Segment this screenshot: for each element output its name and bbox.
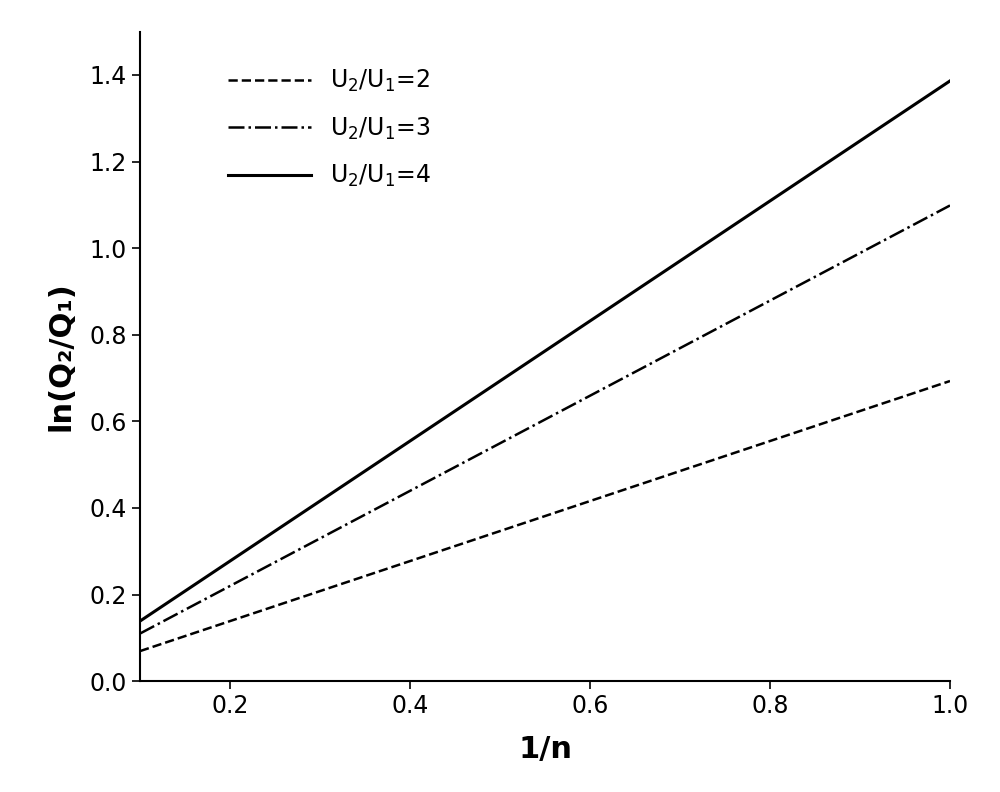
- U$_2$/U$_1$=2: [925, 383, 937, 392]
- Y-axis label: ln(Q₂/Q₁): ln(Q₂/Q₁): [46, 281, 75, 432]
- U$_2$/U$_1$=4: [572, 324, 584, 333]
- U$_2$/U$_1$=2: [944, 376, 956, 386]
- U$_2$/U$_1$=4: [519, 360, 531, 369]
- U$_2$/U$_1$=2: [519, 518, 531, 527]
- U$_2$/U$_1$=4: [798, 173, 810, 183]
- U$_2$/U$_1$=3: [798, 278, 810, 287]
- U$_2$/U$_1$=3: [519, 425, 531, 435]
- U$_2$/U$_1$=3: [134, 629, 146, 638]
- X-axis label: 1/n: 1/n: [518, 735, 572, 764]
- U$_2$/U$_1$=3: [925, 211, 937, 220]
- U$_2$/U$_1$=4: [134, 616, 146, 626]
- U$_2$/U$_1$=2: [572, 501, 584, 510]
- U$_2$/U$_1$=4: [524, 356, 536, 366]
- U$_2$/U$_1$=4: [925, 89, 937, 99]
- U$_2$/U$_1$=3: [524, 423, 536, 432]
- U$_2$/U$_1$=2: [798, 425, 810, 435]
- U$_2$/U$_1$=2: [616, 485, 628, 495]
- Line: U$_2$/U$_1$=2: U$_2$/U$_1$=2: [140, 381, 950, 651]
- U$_2$/U$_1$=2: [524, 516, 536, 526]
- U$_2$/U$_1$=4: [616, 295, 628, 304]
- U$_2$/U$_1$=3: [944, 200, 956, 210]
- U$_2$/U$_1$=2: [134, 646, 146, 656]
- Legend: U$_2$/U$_1$=2, U$_2$/U$_1$=3, U$_2$/U$_1$=4: U$_2$/U$_1$=2, U$_2$/U$_1$=3, U$_2$/U$_1…: [217, 56, 443, 201]
- U$_2$/U$_1$=4: [944, 76, 956, 86]
- Line: U$_2$/U$_1$=3: U$_2$/U$_1$=3: [140, 205, 950, 634]
- U$_2$/U$_1$=3: [572, 397, 584, 406]
- U$_2$/U$_1$=3: [616, 374, 628, 383]
- Line: U$_2$/U$_1$=4: U$_2$/U$_1$=4: [140, 81, 950, 621]
